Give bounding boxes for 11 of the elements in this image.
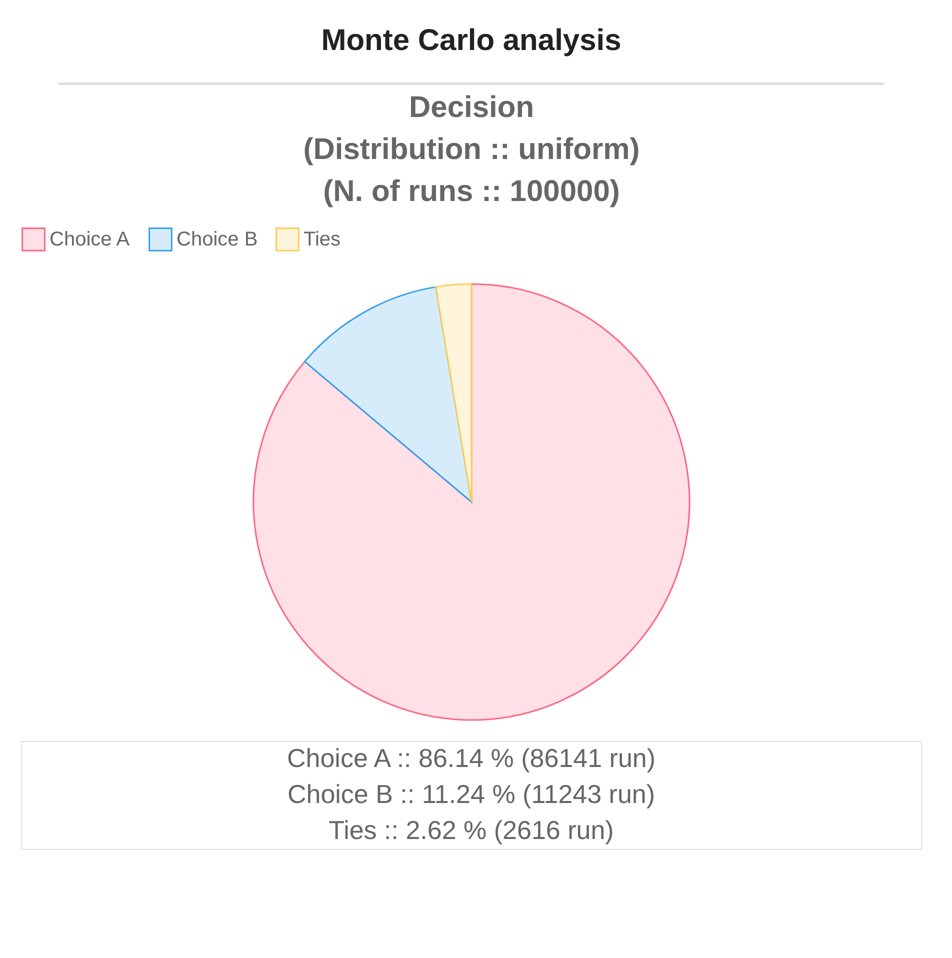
legend-label: Choice A <box>50 228 130 250</box>
legend-label: Choice B <box>176 228 258 250</box>
legend-label: Ties <box>304 228 341 250</box>
text: Choice B :: 11.24 % (11243 run) <box>287 779 656 809</box>
pie-slice <box>304 286 472 503</box>
chart-subtitle: Decision (Distribution :: uniform) (N. of runs :: 100000) <box>303 91 640 208</box>
text: Choice A :: 86.14 % (86141 run) <box>286 743 656 773</box>
pie-slice <box>435 283 472 503</box>
pie-slice <box>253 283 690 720</box>
chart-title: Monte Carlo analysis <box>321 24 622 57</box>
text: Ties :: 2.62 % (2616 run) <box>328 815 614 845</box>
